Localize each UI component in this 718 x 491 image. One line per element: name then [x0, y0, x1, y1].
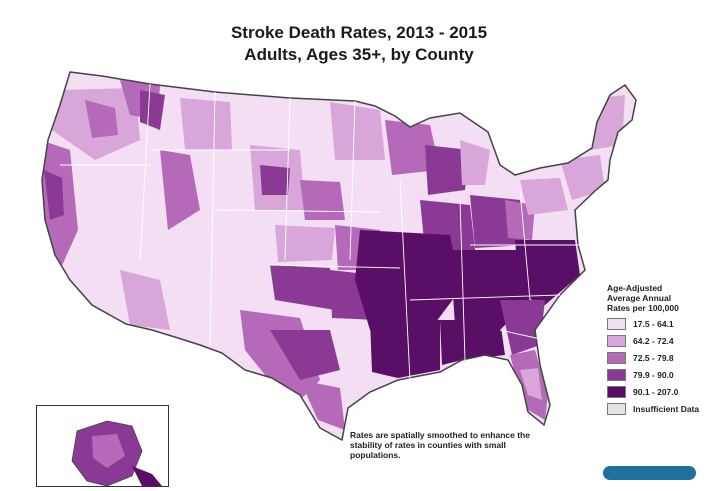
legend-label: 17.5 - 64.1: [633, 318, 674, 329]
legend-item: 90.1 - 207.0: [607, 385, 717, 398]
legend-title-line-2: Average Annual: [607, 293, 672, 303]
legend-item: 72.5 - 79.8: [607, 351, 717, 364]
legend-label: 72.5 - 79.8: [633, 352, 674, 363]
us-county-map: [41, 71, 637, 442]
us-outline: [41, 71, 637, 442]
smoothing-note: Rates are spatially smoothed to enhance …: [350, 430, 530, 460]
legend-label: Insufficient Data: [633, 403, 700, 414]
legend-label: 90.1 - 207.0: [633, 386, 679, 397]
legend: Age-Adjusted Average Annual Rates per 10…: [607, 283, 717, 415]
legend-item: 17.5 - 64.1: [607, 317, 717, 330]
legend-swatch: [607, 334, 626, 347]
alaska-map: [71, 420, 162, 487]
legend-swatch: [607, 351, 626, 364]
legend-item: 64.2 - 72.4: [607, 334, 717, 347]
legend-swatch: [607, 385, 626, 398]
legend-title-line-1: Age-Adjusted: [607, 283, 663, 293]
cdc-logo-badge: [603, 466, 696, 480]
legend-item: Insufficient Data: [607, 402, 717, 415]
map-title: Stroke Death Rates, 2013 - 2015: [230, 23, 488, 42]
legend-item: 79.9 - 90.0: [607, 368, 717, 381]
alaska-inset: [36, 405, 169, 487]
map-subtitle: Adults, Ages 35+, by County: [244, 45, 474, 64]
legend-swatch: [607, 402, 626, 415]
legend-label: 64.2 - 72.4: [633, 335, 674, 346]
legend-swatch: [607, 368, 626, 381]
legend-label: 79.9 - 90.0: [633, 369, 674, 380]
legend-swatch: [607, 317, 626, 330]
state-borders: [60, 83, 580, 381]
legend-title-line-3: Rates per 100,000: [607, 303, 679, 313]
